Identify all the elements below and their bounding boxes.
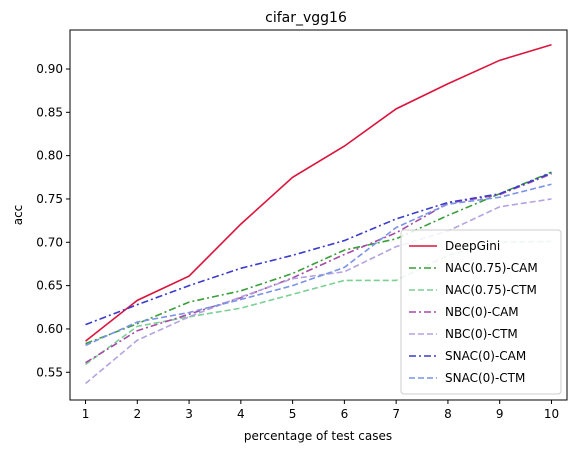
legend-label: DeepGini xyxy=(445,239,500,253)
x-tick-label: 5 xyxy=(289,407,297,421)
legend-label: NBC(0)-CTM xyxy=(445,327,518,341)
axes-frame xyxy=(69,29,568,401)
x-tick-label: 7 xyxy=(392,407,400,421)
x-tick-label: 1 xyxy=(82,407,90,421)
legend-label: NAC(0.75)-CAM xyxy=(445,261,538,275)
series-line-deepgini xyxy=(85,43,552,342)
legend-label: SNAC(0)-CTM xyxy=(445,371,525,385)
y-tick-label: 0.60 xyxy=(36,322,63,336)
series-line-nbc-0-ctm xyxy=(85,198,552,385)
y-tick-label: 0.75 xyxy=(36,192,63,206)
plot-area xyxy=(85,43,552,385)
legend-label: SNAC(0)-CAM xyxy=(445,349,526,363)
legend-box xyxy=(400,229,562,395)
y-axis: 0.55 0.60 0.65 0.70 0.75 0.80 0.85 0.90 xyxy=(36,62,70,379)
y-axis-label: acc xyxy=(11,205,25,226)
legend-label: NAC(0.75)-CTM xyxy=(445,283,537,297)
x-tick-label: 4 xyxy=(237,407,245,421)
chart-title: cifar_vgg16 xyxy=(265,10,347,26)
x-tick-label: 9 xyxy=(496,407,504,421)
x-tick-label: 10 xyxy=(544,407,559,421)
y-tick-label: 0.90 xyxy=(36,62,63,76)
y-tick-label: 0.80 xyxy=(36,149,63,163)
legend: DeepGini NAC(0.75)-CAM NAC(0.75)-CTM NBC(0)… xyxy=(400,229,562,395)
x-tick-label: 3 xyxy=(185,407,193,421)
legend-label: NBC(0)-CAM xyxy=(445,305,519,319)
y-tick-label: 0.55 xyxy=(36,365,63,379)
x-tick-label: 8 xyxy=(444,407,452,421)
x-tick-label: 6 xyxy=(341,407,349,421)
x-axis-label: percentage of test cases xyxy=(244,429,392,443)
y-tick-label: 0.70 xyxy=(36,235,63,249)
x-tick-label: 2 xyxy=(133,407,141,421)
y-tick-label: 0.85 xyxy=(36,105,63,119)
series-line-snac-0-cam xyxy=(85,172,552,326)
series-line-snac-0-ctm xyxy=(85,183,552,347)
y-tick-label: 0.65 xyxy=(36,279,63,293)
series-line-nac-0-75-ctm xyxy=(85,240,552,366)
series-line-nbc-0-cam xyxy=(85,173,552,364)
x-axis: 1 2 3 4 5 6 7 8 9 10 xyxy=(82,400,559,421)
